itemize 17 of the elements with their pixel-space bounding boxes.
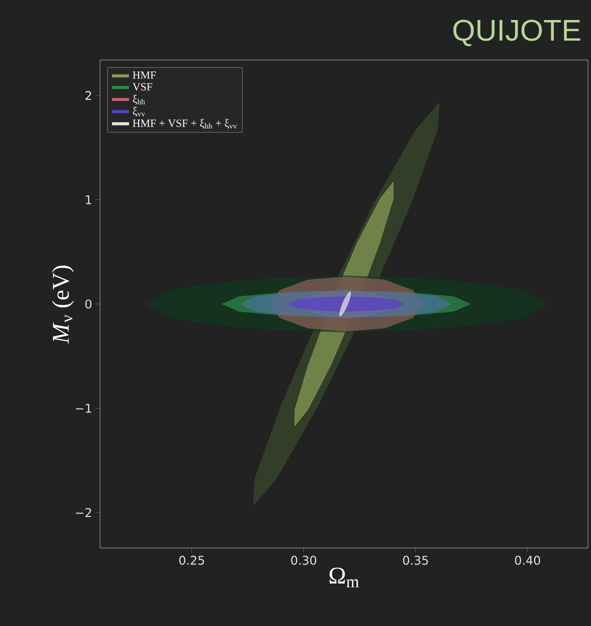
y-tick-label: 2	[85, 91, 92, 100]
y-tick-label: −1	[76, 404, 92, 413]
chart-title: QUIJOTE	[453, 20, 580, 46]
x-tick-label: 0.40	[515, 556, 540, 565]
x-axis-title: Ω$_{m}$	[330, 568, 359, 588]
legend-label: HMF + VSF + ξ$_{hh}$ + ξ$_{vv}$	[132, 119, 237, 129]
x-tick-label: 0.30	[291, 556, 316, 565]
y-tick-label: −2	[76, 508, 92, 517]
legend-label: HMF	[132, 72, 156, 79]
legend-label: ξ$_{vv}$	[132, 107, 146, 117]
y-tick-label: 1	[86, 195, 92, 204]
legend-label: VSF	[132, 83, 152, 91]
legend-label: ξ$_{hh}$	[132, 94, 145, 104]
x-tick-label: 0.25	[179, 556, 204, 565]
y-axis-title: M$_{ν}$ (eV)	[52, 266, 74, 344]
x-tick-label: 0.35	[403, 556, 428, 565]
y-tick-label: 0	[85, 299, 92, 309]
